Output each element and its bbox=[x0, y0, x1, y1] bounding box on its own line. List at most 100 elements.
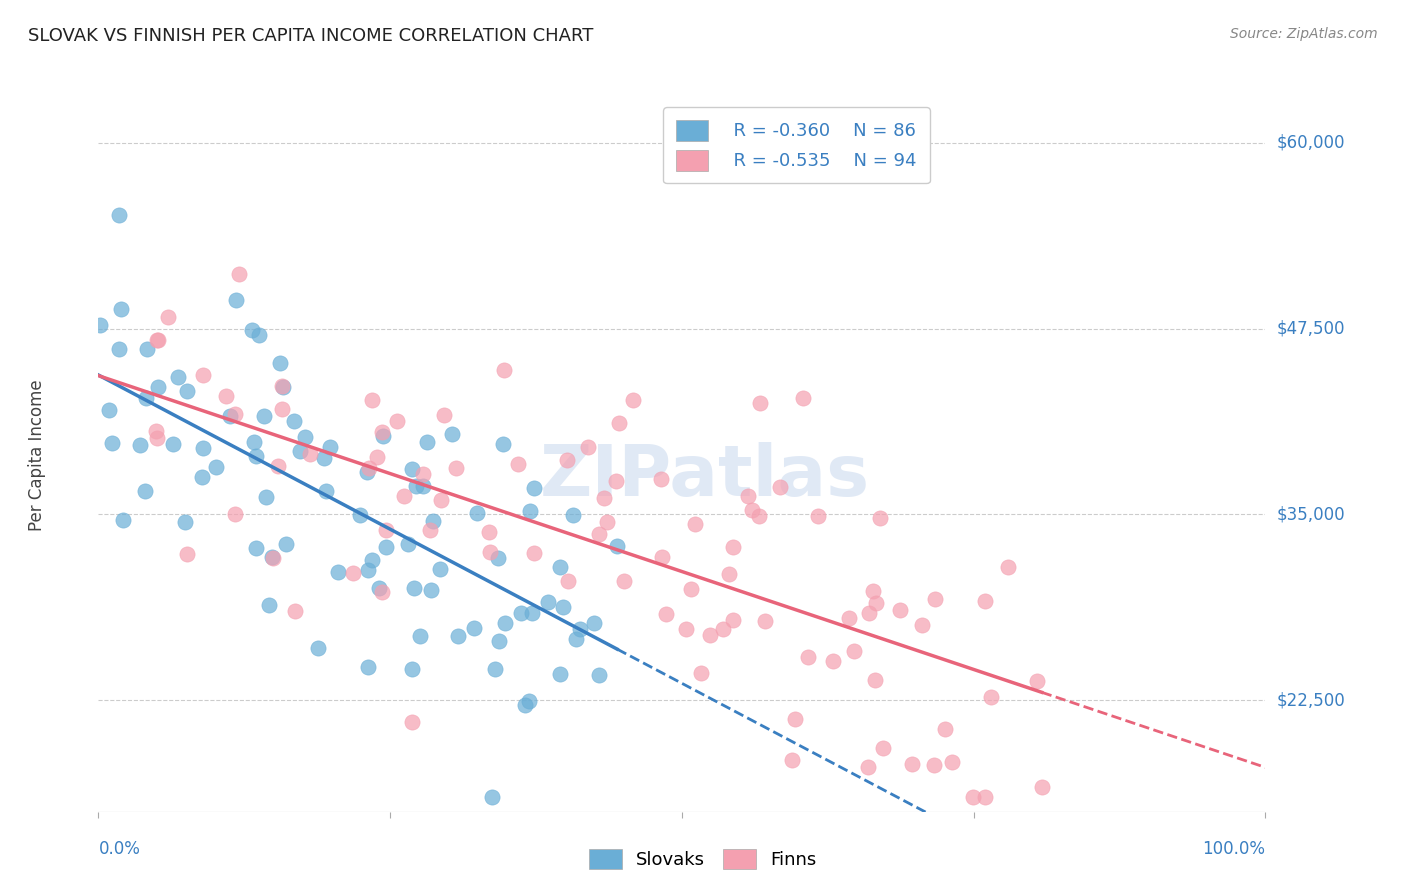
Text: 100.0%: 100.0% bbox=[1202, 840, 1265, 858]
Point bbox=[368, 582, 391, 596]
Point bbox=[605, 475, 627, 489]
Point bbox=[429, 562, 451, 576]
Point bbox=[911, 618, 934, 632]
Point bbox=[215, 389, 238, 403]
Text: $22,500: $22,500 bbox=[1277, 691, 1346, 709]
Point bbox=[419, 523, 441, 537]
Point bbox=[409, 629, 432, 643]
Point bbox=[488, 633, 510, 648]
Point bbox=[247, 327, 270, 342]
Point bbox=[205, 459, 228, 474]
Point bbox=[405, 479, 427, 493]
Point bbox=[269, 356, 291, 370]
Point bbox=[432, 408, 454, 422]
Point bbox=[901, 756, 924, 771]
Point bbox=[262, 550, 284, 565]
Point bbox=[396, 537, 419, 551]
Point bbox=[583, 616, 606, 631]
Point bbox=[402, 582, 425, 596]
Point bbox=[576, 441, 599, 455]
Point bbox=[357, 461, 380, 475]
Point bbox=[135, 391, 157, 405]
Point bbox=[980, 690, 1002, 705]
Text: Source: ZipAtlas.com: Source: ZipAtlas.com bbox=[1230, 27, 1378, 41]
Point bbox=[741, 502, 763, 516]
Point bbox=[176, 547, 198, 561]
Point bbox=[858, 607, 880, 621]
Point bbox=[785, 712, 807, 726]
Point bbox=[515, 698, 537, 712]
Point bbox=[145, 424, 167, 438]
Point bbox=[429, 493, 451, 508]
Point bbox=[872, 740, 894, 755]
Point bbox=[267, 458, 290, 473]
Point bbox=[375, 540, 398, 554]
Point bbox=[271, 380, 294, 394]
Point bbox=[253, 409, 276, 424]
Point bbox=[374, 523, 396, 537]
Point bbox=[548, 667, 571, 681]
Legend:   R = -0.360    N = 86,   R = -0.535    N = 94: R = -0.360 N = 86, R = -0.535 N = 94 bbox=[662, 107, 929, 183]
Point bbox=[690, 666, 713, 681]
Point bbox=[856, 759, 879, 773]
Point bbox=[360, 392, 382, 407]
Point bbox=[486, 551, 509, 566]
Point bbox=[467, 507, 489, 521]
Point bbox=[711, 622, 734, 636]
Point bbox=[243, 435, 266, 450]
Point bbox=[1025, 673, 1047, 688]
Point bbox=[1031, 780, 1053, 794]
Point bbox=[477, 524, 499, 539]
Point bbox=[326, 565, 349, 579]
Point bbox=[510, 606, 533, 620]
Point bbox=[564, 632, 586, 646]
Point bbox=[717, 566, 740, 581]
Point bbox=[412, 467, 434, 481]
Point bbox=[924, 758, 946, 772]
Point bbox=[481, 789, 503, 804]
Point bbox=[357, 660, 380, 674]
Point bbox=[821, 654, 844, 668]
Point bbox=[838, 611, 860, 625]
Point bbox=[356, 465, 378, 479]
Point bbox=[557, 574, 579, 588]
Point bbox=[129, 438, 152, 452]
Point bbox=[862, 583, 884, 598]
Point bbox=[655, 607, 678, 621]
Point bbox=[224, 507, 246, 521]
Point bbox=[262, 550, 284, 565]
Point bbox=[613, 574, 636, 588]
Point bbox=[588, 527, 610, 541]
Point bbox=[284, 603, 307, 617]
Text: $47,500: $47,500 bbox=[1277, 319, 1346, 337]
Point bbox=[401, 662, 423, 676]
Point bbox=[522, 607, 544, 621]
Point bbox=[108, 208, 131, 222]
Point bbox=[974, 594, 997, 608]
Point bbox=[596, 515, 619, 529]
Point bbox=[288, 444, 311, 458]
Point bbox=[494, 615, 516, 630]
Point bbox=[254, 490, 277, 504]
Point bbox=[537, 595, 560, 609]
Point bbox=[681, 582, 703, 597]
Point bbox=[494, 362, 516, 376]
Point bbox=[651, 549, 673, 564]
Text: ZIPatlas: ZIPatlas bbox=[540, 442, 870, 511]
Point bbox=[551, 600, 574, 615]
Point bbox=[225, 293, 247, 307]
Point bbox=[259, 599, 281, 613]
Point bbox=[962, 789, 984, 804]
Point bbox=[588, 667, 610, 681]
Point bbox=[100, 436, 122, 450]
Point bbox=[550, 560, 572, 574]
Text: SLOVAK VS FINNISH PER CAPITA INCOME CORRELATION CHART: SLOVAK VS FINNISH PER CAPITA INCOME CORR… bbox=[28, 27, 593, 45]
Point bbox=[146, 430, 169, 444]
Point bbox=[675, 622, 697, 636]
Text: 0.0%: 0.0% bbox=[98, 840, 141, 858]
Point bbox=[319, 440, 342, 454]
Point bbox=[865, 596, 887, 610]
Point bbox=[484, 662, 506, 676]
Point bbox=[294, 429, 316, 443]
Point bbox=[650, 472, 672, 486]
